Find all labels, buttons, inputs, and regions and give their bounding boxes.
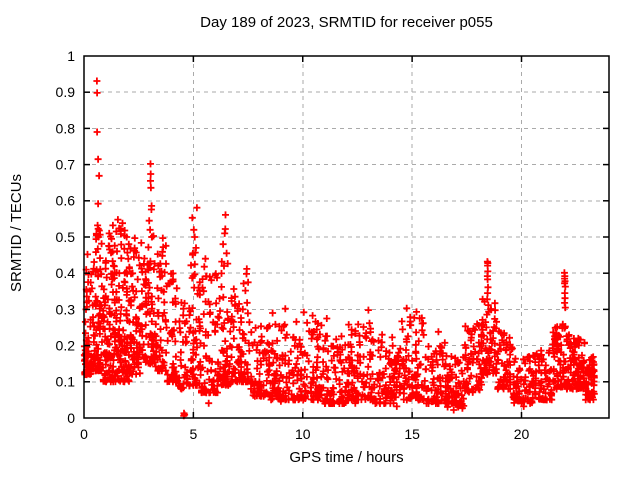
chart-title: Day 189 of 2023, SRMTID for receiver p05…	[200, 14, 493, 31]
x-tick-label: 15	[404, 426, 420, 442]
y-tick-label: 0	[67, 410, 75, 426]
y-tick-label: 0.7	[56, 157, 76, 173]
y-tick-label: 0.9	[56, 84, 76, 100]
x-tick-label: 20	[514, 426, 530, 442]
data-points	[510, 320, 598, 405]
y-tick-label: 0.3	[56, 301, 76, 317]
data-points	[112, 227, 219, 397]
data-points	[402, 295, 536, 411]
y-tick-label: 0.1	[56, 374, 76, 390]
x-tick-label: 10	[295, 426, 311, 442]
x-tick-label: 5	[189, 426, 197, 442]
y-tick-label: 0.2	[56, 338, 76, 354]
data-points	[291, 313, 429, 407]
y-tick-label: 0.6	[56, 193, 76, 209]
y-tick-label: 0.5	[56, 229, 76, 245]
data-points	[198, 260, 325, 404]
x-axis-label: GPS time / hours	[289, 449, 404, 466]
x-tick-label: 0	[80, 426, 88, 442]
y-tick-label: 1	[67, 48, 75, 64]
y-tick-label: 0.4	[56, 265, 76, 281]
y-tick-label: 0.8	[56, 120, 76, 136]
